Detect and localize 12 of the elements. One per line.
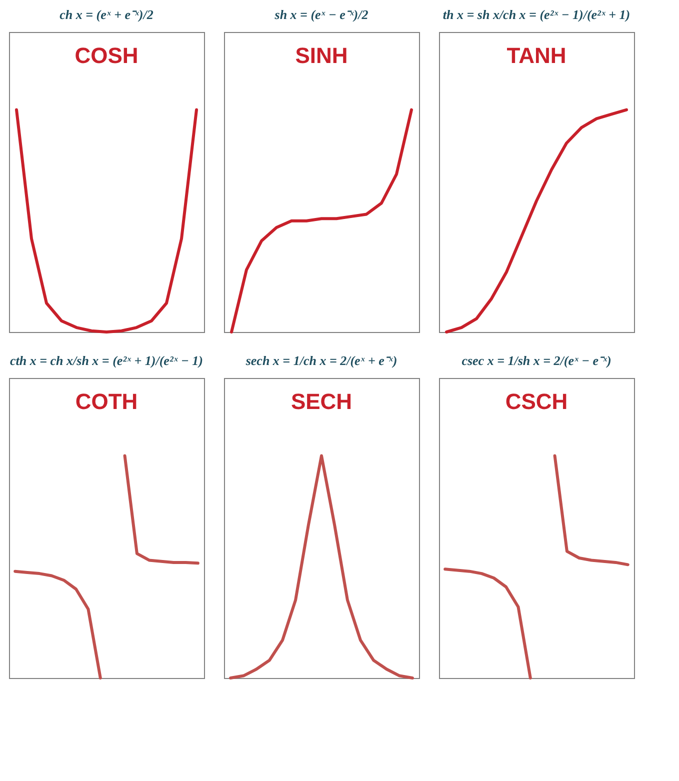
chart-title: COSH bbox=[74, 43, 138, 68]
text: th x = sh x/ch x = (e²ˣ − 1)/(e²ˣ + 1) bbox=[442, 7, 630, 22]
text: csec x = 1/sh x = 2/(eˣ − e⁻ˣ) bbox=[462, 353, 612, 368]
chart-title: SECH bbox=[290, 389, 352, 414]
chart-title: TANH bbox=[506, 43, 566, 68]
chart-title: SINH bbox=[295, 43, 348, 68]
text: cth x = ch x/sh x = (e²ˣ + 1)/(e²ˣ − 1) bbox=[10, 353, 203, 368]
text: ch x = (eˣ + e⁻ˣ)/2 bbox=[60, 7, 154, 22]
text: sech x = 1/ch x = 2/(eˣ + e⁻ˣ) bbox=[244, 353, 398, 368]
text: sh x = (eˣ − e⁻ˣ)/2 bbox=[274, 7, 369, 22]
chart-title: CSCH bbox=[505, 389, 568, 414]
chart-title: COTH bbox=[75, 389, 138, 414]
